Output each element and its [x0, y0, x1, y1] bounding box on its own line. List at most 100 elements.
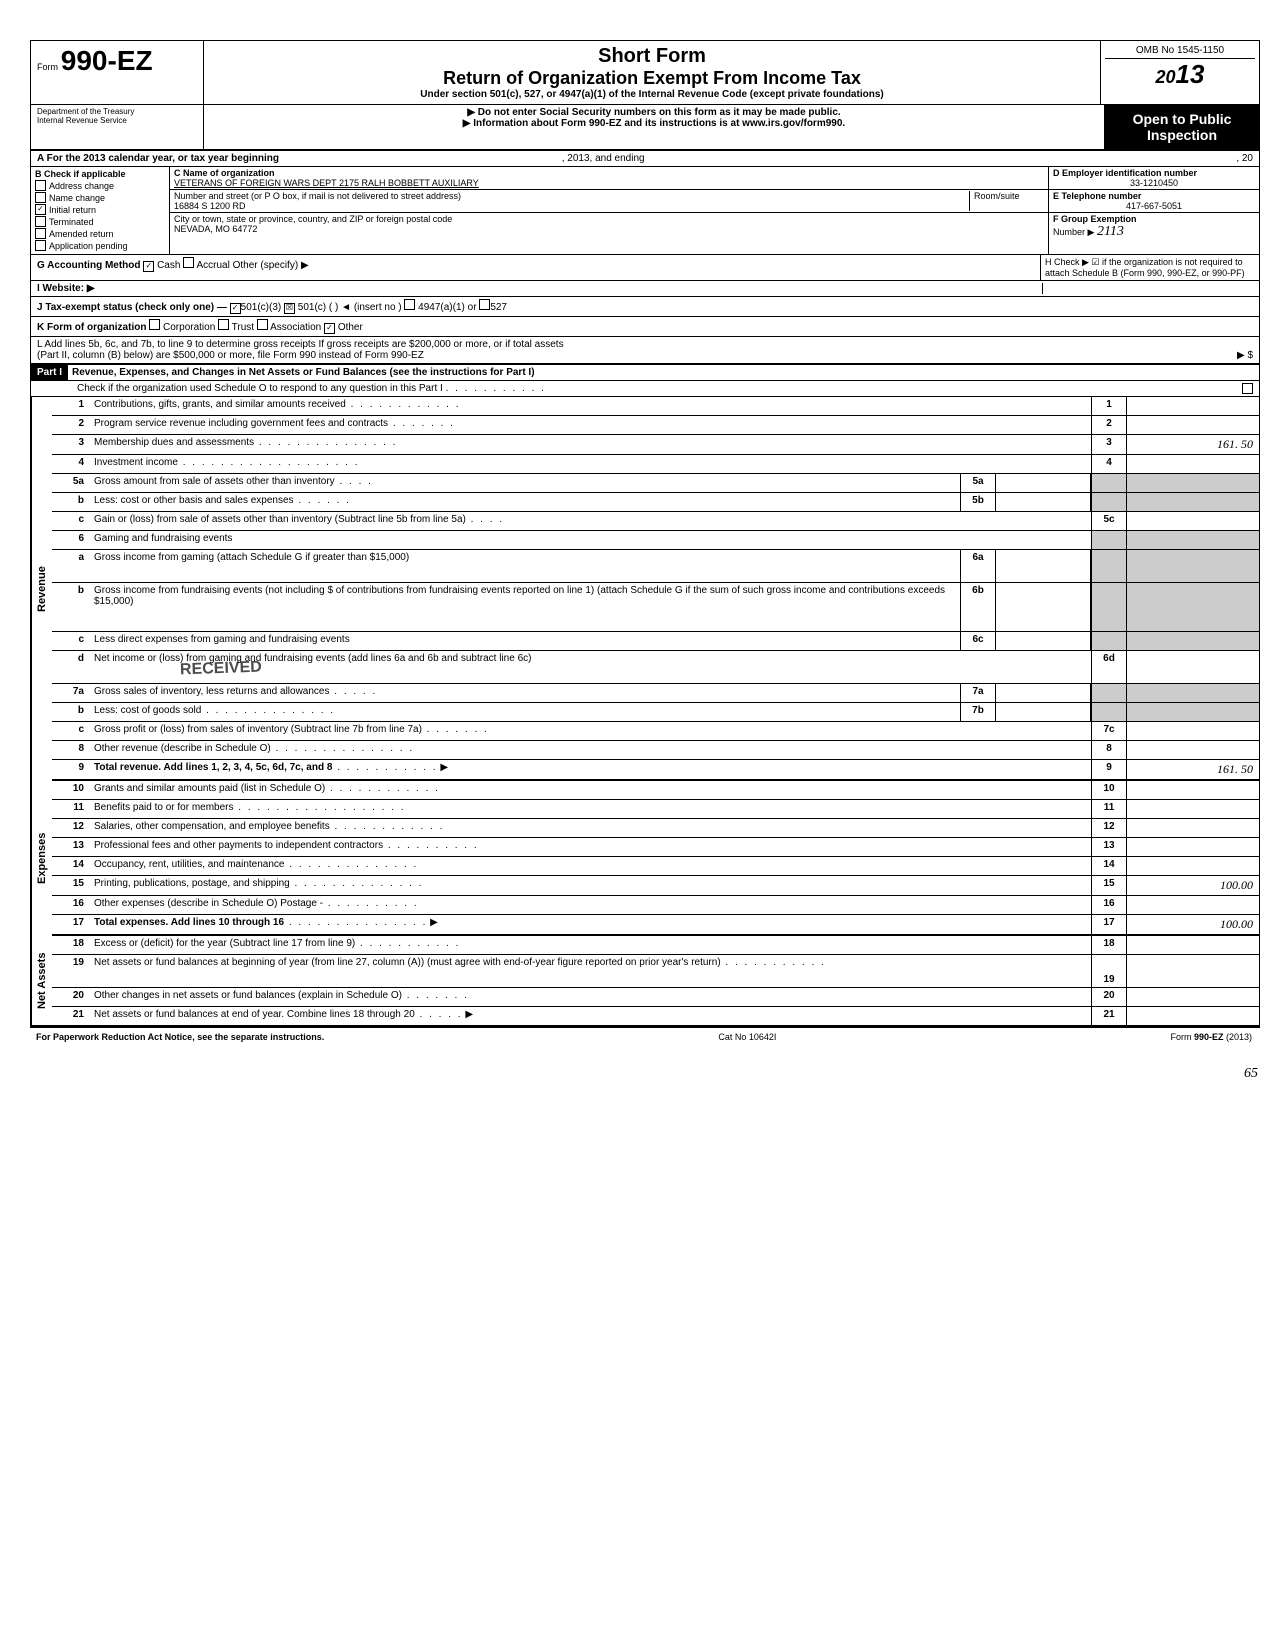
line-14: 14 Occupancy, rent, utilities, and maint…	[52, 857, 1259, 876]
group-row: F Group Exemption Number ▶ 2113	[1049, 213, 1259, 241]
row-j: J Tax-exempt status (check only one) — ✓…	[31, 297, 1259, 317]
check-terminated[interactable]: Terminated	[35, 216, 165, 227]
row-l: L Add lines 5b, 6c, and 7b, to line 9 to…	[31, 337, 1259, 365]
room-suite: Room/suite	[969, 191, 1044, 211]
line-6d-value[interactable]	[1127, 651, 1259, 683]
line-13-value[interactable]	[1127, 838, 1259, 856]
check-501c[interactable]: ☒	[284, 303, 295, 314]
line-5b-value[interactable]	[995, 493, 1091, 511]
line-2-value[interactable]	[1127, 416, 1259, 434]
check-trust[interactable]	[218, 319, 229, 330]
col-d: D Employer identification number 33-1210…	[1049, 167, 1259, 254]
line-6: 6 Gaming and fundraising events	[52, 531, 1259, 550]
line-7b-value[interactable]	[995, 703, 1091, 721]
street-row: Number and street (or P O box, if mail i…	[170, 190, 1048, 213]
line-5c: c Gain or (loss) from sale of assets oth…	[52, 512, 1259, 531]
check-cash[interactable]: ✓	[143, 261, 154, 272]
line-7c-value[interactable]	[1127, 722, 1259, 740]
expenses-label: Expenses	[31, 781, 52, 936]
line-1-value[interactable]	[1127, 397, 1259, 415]
form-number: 990-EZ	[61, 45, 153, 76]
col-b: B Check if applicable Address change Nam…	[31, 167, 170, 254]
check-527[interactable]	[479, 299, 490, 310]
line-6a: a Gross income from gaming (attach Sched…	[52, 550, 1259, 583]
line-4: 4 Investment income . . . . . . . . . . …	[52, 455, 1259, 474]
line-6c: c Less direct expenses from gaming and f…	[52, 632, 1259, 651]
check-schedule-o[interactable]	[1242, 383, 1253, 394]
handwrite-65: 65	[30, 1066, 1258, 1082]
line-14-value[interactable]	[1127, 857, 1259, 875]
line-10-value[interactable]	[1127, 781, 1259, 799]
line-11-value[interactable]	[1127, 800, 1259, 818]
row-gh: G Accounting Method ✓ Cash Accrual Other…	[31, 255, 1259, 281]
line-19-value[interactable]	[1127, 955, 1259, 987]
line-7a-value[interactable]	[995, 684, 1091, 702]
check-other-org[interactable]: ✓	[324, 323, 335, 334]
dept-cell: Department of the Treasury Internal Reve…	[31, 105, 204, 149]
line-17-value[interactable]: 100.00	[1127, 915, 1259, 934]
footer: For Paperwork Reduction Act Notice, see …	[30, 1028, 1258, 1046]
line-19: 19 Net assets or fund balances at beginn…	[52, 955, 1259, 988]
header-row: Form 990-EZ Short Form Return of Organiz…	[31, 41, 1259, 105]
group-exemption-value: 2113	[1097, 224, 1124, 239]
check-assoc[interactable]	[257, 319, 268, 330]
check-address[interactable]: Address change	[35, 180, 165, 191]
line-4-value[interactable]	[1127, 455, 1259, 473]
check-pending[interactable]: Application pending	[35, 240, 165, 251]
netassets-label: Net Assets	[31, 936, 52, 1025]
line-2: 2 Program service revenue including gove…	[52, 416, 1259, 435]
line-12-value[interactable]	[1127, 819, 1259, 837]
line-6a-value[interactable]	[995, 550, 1091, 582]
line-21-value[interactable]	[1127, 1007, 1259, 1025]
main-grid: B Check if applicable Address change Nam…	[31, 167, 1259, 255]
line-7b: b Less: cost of goods sold . . . . . . .…	[52, 703, 1259, 722]
line-1: 1 Contributions, gifts, grants, and simi…	[52, 397, 1259, 416]
line-5a: 5a Gross amount from sale of assets othe…	[52, 474, 1259, 493]
check-accrual[interactable]	[183, 257, 194, 268]
line-6b-value[interactable]	[995, 583, 1091, 631]
row-k: K Form of organization Corporation Trust…	[31, 317, 1259, 337]
form-990ez: Form 990-EZ Short Form Return of Organiz…	[30, 40, 1260, 1028]
line-9-value[interactable]: 161. 50	[1127, 760, 1259, 779]
check-amended[interactable]: Amended return	[35, 228, 165, 239]
check-initial[interactable]: ✓Initial return	[35, 204, 165, 215]
line-16-value[interactable]	[1127, 896, 1259, 914]
check-501c3[interactable]: ✓	[230, 303, 241, 314]
phone-row: E Telephone number 417-667-5051	[1049, 190, 1259, 213]
line-15-value[interactable]: 100.00	[1127, 876, 1259, 895]
line-20-value[interactable]	[1127, 988, 1259, 1006]
footer-right: Form 990-EZ (2013)	[1170, 1032, 1252, 1042]
part1-title: Revenue, Expenses, and Changes in Net As…	[68, 365, 1259, 380]
check-corp[interactable]	[149, 319, 160, 330]
line-3-value[interactable]: 161. 50	[1127, 435, 1259, 454]
row-a: A For the 2013 calendar year, or tax yea…	[31, 151, 1259, 167]
check-4947[interactable]	[404, 299, 415, 310]
line-8-value[interactable]	[1127, 741, 1259, 759]
line-7c: c Gross profit or (loss) from sales of i…	[52, 722, 1259, 741]
row-h: H Check ▶ ☑ if the organization is not r…	[1041, 255, 1259, 280]
line-5c-value[interactable]	[1127, 512, 1259, 530]
city-state-zip: NEVADA, MO 64772	[174, 224, 1044, 234]
line-18-value[interactable]	[1127, 936, 1259, 954]
line-15: 15 Printing, publications, postage, and …	[52, 876, 1259, 896]
org-name: VETERANS OF FOREIGN WARS DEPT 2175 RALH …	[174, 178, 1044, 188]
line-6c-value[interactable]	[995, 632, 1091, 650]
instructions-cell: ▶ Do not enter Social Security numbers o…	[204, 105, 1105, 149]
street-address: 16884 S 1200 RD	[174, 201, 969, 211]
tax-year: 2013	[1105, 59, 1255, 90]
footer-mid: Cat No 10642I	[718, 1032, 776, 1042]
line-9: 9 Total revenue. Add lines 1, 2, 3, 4, 5…	[52, 760, 1259, 781]
revenue-section: Revenue 1 Contributions, gifts, grants, …	[31, 397, 1259, 781]
line-11: 11 Benefits paid to or for members . . .…	[52, 800, 1259, 819]
line-10: 10 Grants and similar amounts paid (list…	[52, 781, 1259, 800]
line-12: 12 Salaries, other compensation, and emp…	[52, 819, 1259, 838]
return-title: Return of Organization Exempt From Incom…	[208, 68, 1096, 89]
line-18: 18 Excess or (deficit) for the year (Sub…	[52, 936, 1259, 955]
form-label: Form	[37, 62, 58, 72]
title-cell: Short Form Return of Organization Exempt…	[204, 41, 1101, 104]
footer-left: For Paperwork Reduction Act Notice, see …	[36, 1032, 324, 1042]
check-name[interactable]: Name change	[35, 192, 165, 203]
subtitle: Under section 501(c), 527, or 4947(a)(1)…	[208, 89, 1096, 100]
city-row: City or town, state or province, country…	[170, 213, 1048, 235]
line-5a-value[interactable]	[995, 474, 1091, 492]
